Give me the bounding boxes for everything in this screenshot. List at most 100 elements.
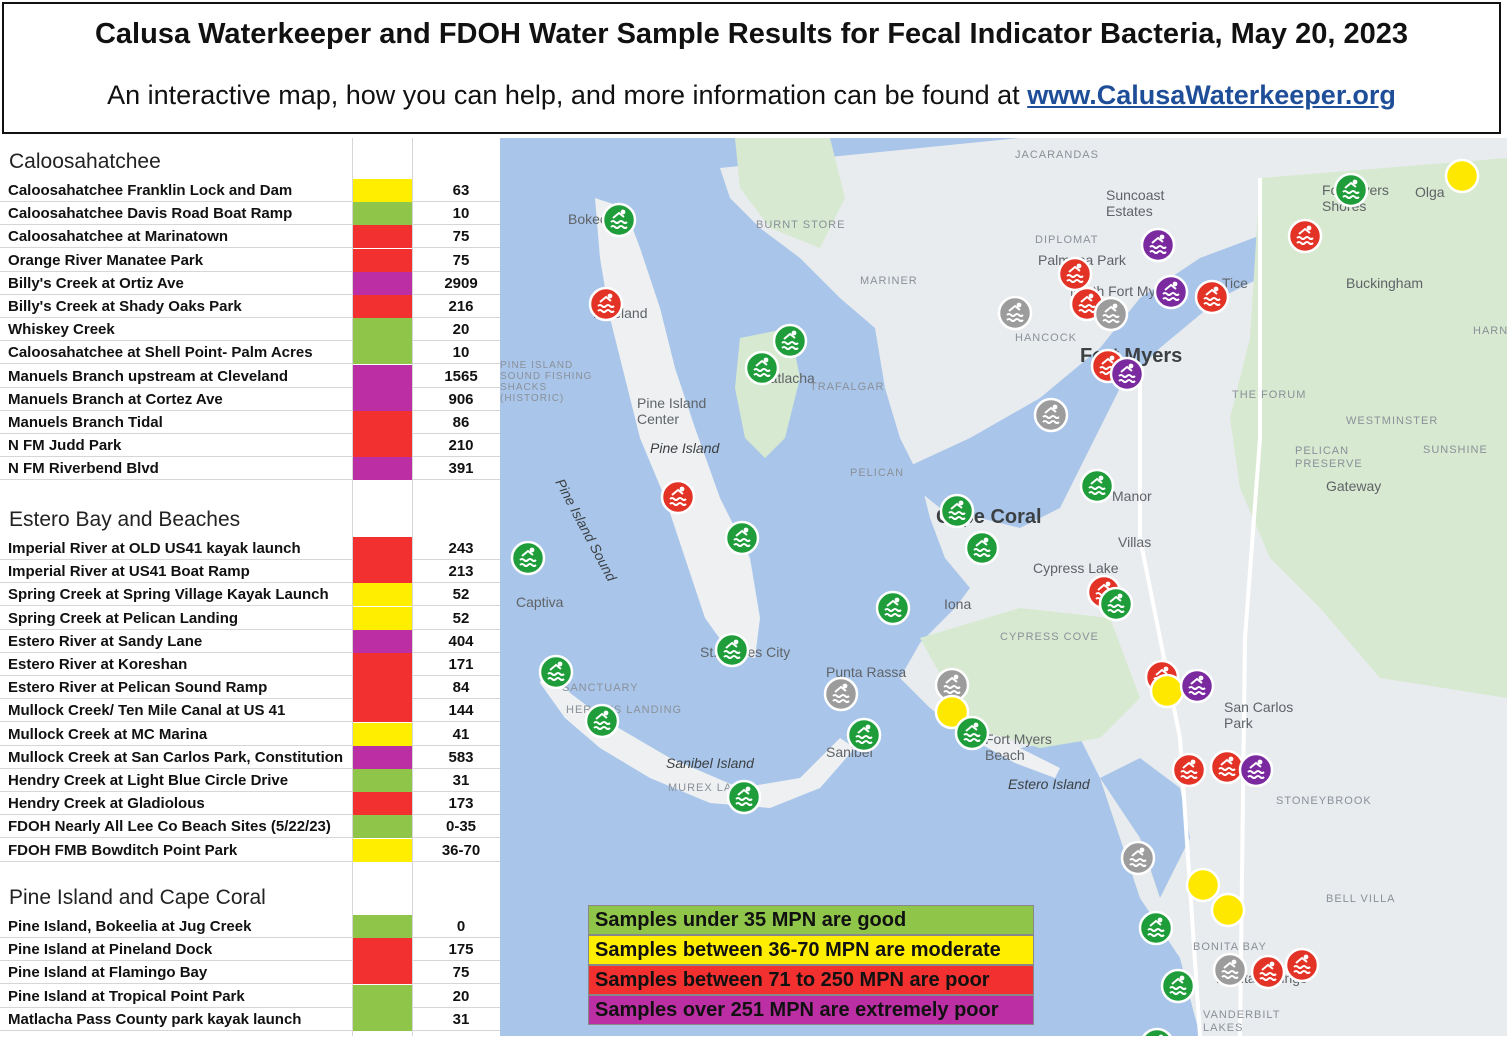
level-swatch — [353, 676, 412, 700]
sample-marker[interactable] — [1033, 397, 1069, 433]
sample-marker[interactable] — [934, 694, 970, 730]
sample-marker[interactable] — [714, 632, 750, 668]
map-label-cypresslake: Cypress Lake — [1033, 560, 1119, 576]
sample-marker[interactable] — [1079, 468, 1115, 504]
sample-marker[interactable] — [1238, 752, 1274, 788]
sample-marker[interactable] — [954, 715, 990, 751]
site-name: Spring Creek at Pelican Landing — [8, 609, 239, 627]
map-label-sanctuary: SANCTUARY — [562, 682, 639, 694]
swimmer-icon — [884, 599, 902, 617]
level-swatch — [353, 629, 412, 653]
sample-marker[interactable] — [1109, 356, 1145, 392]
sample-marker[interactable] — [724, 520, 760, 556]
sample-marker[interactable] — [1120, 840, 1156, 876]
sample-marker[interactable] — [934, 667, 970, 703]
map-label-harns: HARNS — [1473, 325, 1507, 337]
sample-marker[interactable] — [1212, 952, 1248, 988]
table-row: Hendry Creek at Light Blue Circle Drive 3… — [0, 769, 500, 792]
mpn-value: 2909 — [444, 274, 478, 292]
sample-marker[interactable] — [510, 540, 546, 576]
sample-marker[interactable] — [1185, 867, 1221, 903]
sample-marker[interactable] — [1333, 172, 1369, 208]
table-row: Hendry Creek at Gladiolous 173 — [0, 792, 500, 816]
sample-marker[interactable] — [1149, 673, 1185, 709]
sample-map[interactable]: JACARANDASSuncoastEstatesOlgaFort MyersS… — [500, 138, 1507, 1041]
sample-marker[interactable] — [601, 202, 637, 238]
sample-marker[interactable] — [1194, 279, 1230, 315]
mpn-value: 75 — [452, 228, 470, 246]
page-title: Calusa Waterkeeper and FDOH Water Sample… — [94, 18, 1408, 50]
column-divider — [412, 138, 413, 1036]
sample-marker[interactable] — [584, 703, 620, 739]
sample-marker[interactable] — [875, 590, 911, 626]
swimmer-icon — [547, 663, 565, 681]
site-name: Caloosahatchee Davis Road Boat Ramp — [8, 205, 293, 223]
sample-marker[interactable] — [1160, 968, 1196, 1004]
sample-marker[interactable] — [1210, 892, 1246, 928]
site-name: Orange River Manatee Park — [8, 251, 204, 269]
level-swatch — [353, 815, 412, 839]
highway — [1238, 178, 1262, 1037]
mpn-value: 173 — [448, 795, 474, 813]
sample-marker[interactable] — [939, 493, 975, 529]
swimmer-icon — [1042, 406, 1060, 424]
sample-marker[interactable] — [1153, 274, 1189, 310]
sample-marker[interactable] — [772, 323, 808, 359]
site-name: Pine Island, Bokeelia at Jug Creek — [8, 918, 252, 935]
sample-marker[interactable] — [1098, 586, 1134, 622]
mpn-value: 20 — [452, 987, 470, 1005]
sample-marker[interactable] — [726, 779, 762, 815]
level-swatch — [353, 915, 412, 938]
map-label-sancarlos: San Carlos Park — [1224, 699, 1293, 731]
sample-marker[interactable] — [1171, 752, 1207, 788]
swimmer-icon — [1247, 761, 1265, 779]
swimmer-icon — [1218, 758, 1236, 776]
sample-marker[interactable] — [997, 295, 1033, 331]
map-label-manor: Manor — [1112, 488, 1152, 504]
mpn-value: 1565 — [444, 367, 478, 385]
website-link[interactable]: www.CalusaWaterkeeper.org — [1027, 80, 1396, 110]
sample-marker[interactable] — [1138, 910, 1174, 946]
sample-marker[interactable] — [1057, 256, 1093, 292]
swimmer-icon — [733, 529, 751, 547]
mpn-value: 75 — [452, 251, 470, 269]
level-swatch — [353, 457, 412, 481]
site-name: Caloosahatchee at Marinatown — [8, 228, 229, 246]
sample-marker[interactable] — [1287, 218, 1323, 254]
sample-marker[interactable] — [1444, 158, 1480, 194]
level-swatch — [353, 938, 412, 962]
sample-marker[interactable] — [660, 479, 696, 515]
sample-marker[interactable] — [1209, 749, 1245, 785]
site-name: Spring Creek at Spring Village Kayak Lau… — [8, 586, 329, 604]
swimmer-icon — [593, 712, 611, 730]
sample-marker[interactable] — [588, 286, 624, 322]
sample-marker[interactable] — [744, 350, 780, 386]
level-swatch — [353, 653, 412, 676]
map-label-fmbeach: Fort Myers Beach — [985, 731, 1052, 763]
mpn-value: 31 — [452, 772, 470, 789]
sample-marker[interactable] — [1140, 227, 1176, 263]
mpn-value: 10 — [452, 344, 470, 362]
site-name: Imperial River at US41 Boat Ramp — [8, 563, 250, 581]
level-swatch — [353, 271, 412, 295]
swimmer-icon — [855, 726, 873, 744]
map-label-theforum: THE FORUM — [1232, 389, 1306, 401]
sample-marker[interactable] — [823, 676, 859, 712]
swimmer-icon — [1203, 288, 1221, 306]
map-label-suncoast: Suncoast Estates — [1106, 187, 1164, 219]
sample-marker[interactable] — [1284, 947, 1320, 983]
sample-marker[interactable] — [1250, 954, 1286, 990]
sample-marker[interactable] — [846, 717, 882, 753]
level-swatch — [353, 984, 412, 1008]
site-name: Hendry Creek at Gladiolous — [8, 795, 205, 813]
swimmer-icon — [943, 676, 961, 694]
sample-marker[interactable] — [538, 654, 574, 690]
table-row: Manuels Branch Tidal 86 — [0, 411, 500, 434]
site-name: Manuels Branch at Cortez Ave — [8, 390, 223, 408]
map-label-bellvilla: BELL VILLA — [1326, 893, 1396, 905]
sample-marker[interactable] — [964, 530, 1000, 566]
sample-marker[interactable] — [1093, 296, 1129, 332]
sample-marker[interactable] — [1179, 668, 1215, 704]
map-canvas[interactable]: JACARANDASSuncoastEstatesOlgaFort MyersS… — [500, 138, 1507, 1041]
site-name: Imperial River at OLD US41 kayak launch — [8, 540, 301, 557]
